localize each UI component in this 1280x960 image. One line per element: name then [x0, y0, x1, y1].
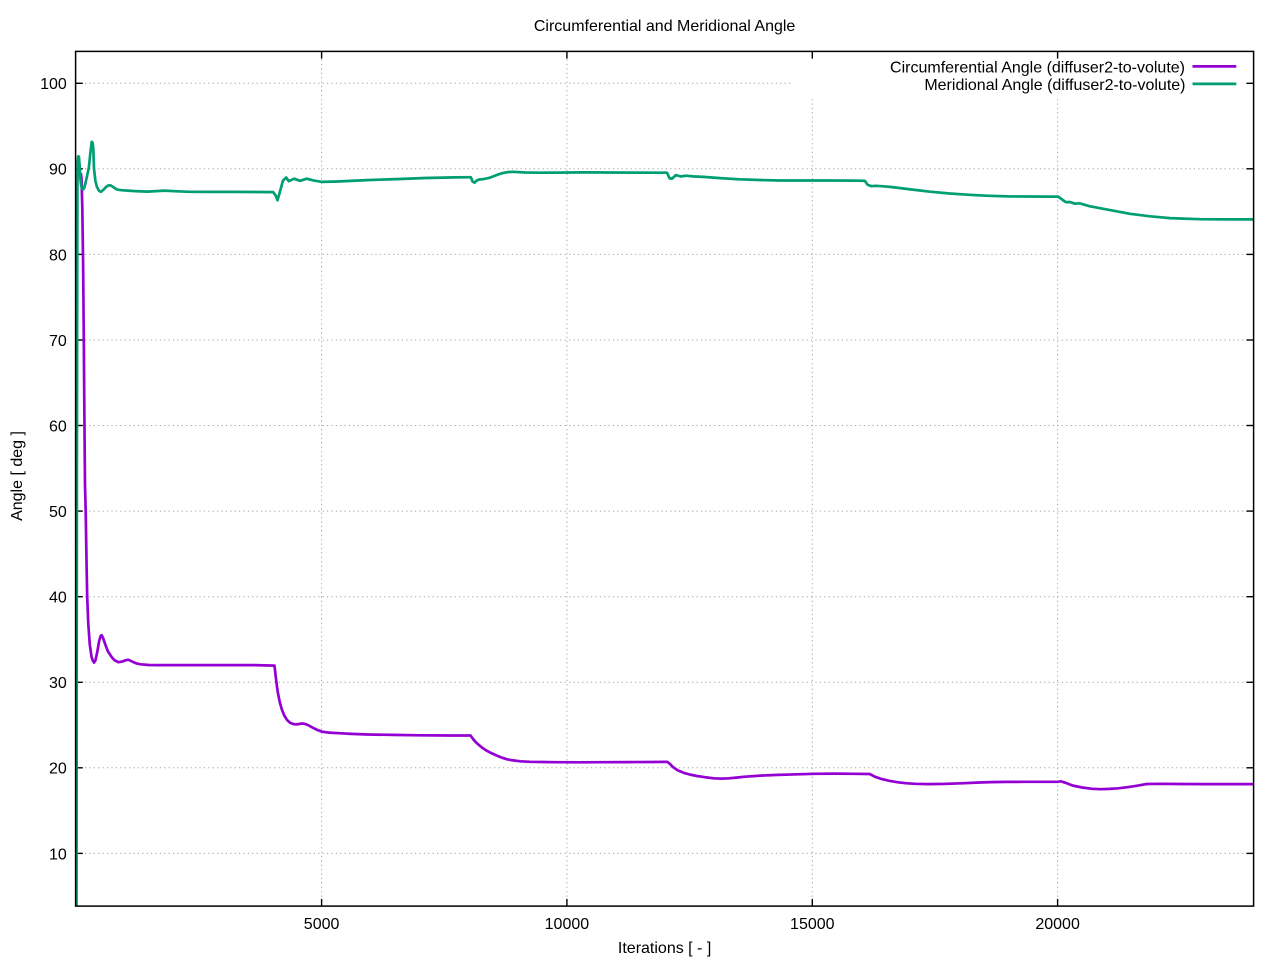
svg-text:Meridional Angle (diffuser2-to: Meridional Angle (diffuser2-to-volute)	[924, 77, 1185, 94]
svg-text:80: 80	[49, 247, 67, 264]
svg-text:Iterations [ - ]: Iterations [ - ]	[618, 940, 711, 957]
svg-text:20: 20	[49, 761, 67, 778]
svg-text:5000: 5000	[304, 916, 340, 933]
svg-text:Angle [ deg ]: Angle [ deg ]	[9, 431, 26, 521]
svg-text:Circumferential and Meridional: Circumferential and Meridional Angle	[534, 18, 796, 35]
svg-text:15000: 15000	[790, 916, 835, 933]
svg-text:100: 100	[40, 76, 67, 93]
svg-text:60: 60	[49, 418, 67, 435]
svg-text:10: 10	[49, 846, 67, 863]
svg-text:30: 30	[49, 675, 67, 692]
svg-text:50: 50	[49, 504, 67, 521]
svg-text:20000: 20000	[1035, 916, 1080, 933]
svg-text:90: 90	[49, 162, 67, 179]
svg-text:Circumferential Angle (diffuse: Circumferential Angle (diffuser2-to-volu…	[890, 59, 1185, 76]
svg-text:70: 70	[49, 333, 67, 350]
svg-text:40: 40	[49, 590, 67, 607]
svg-text:10000: 10000	[545, 916, 590, 933]
